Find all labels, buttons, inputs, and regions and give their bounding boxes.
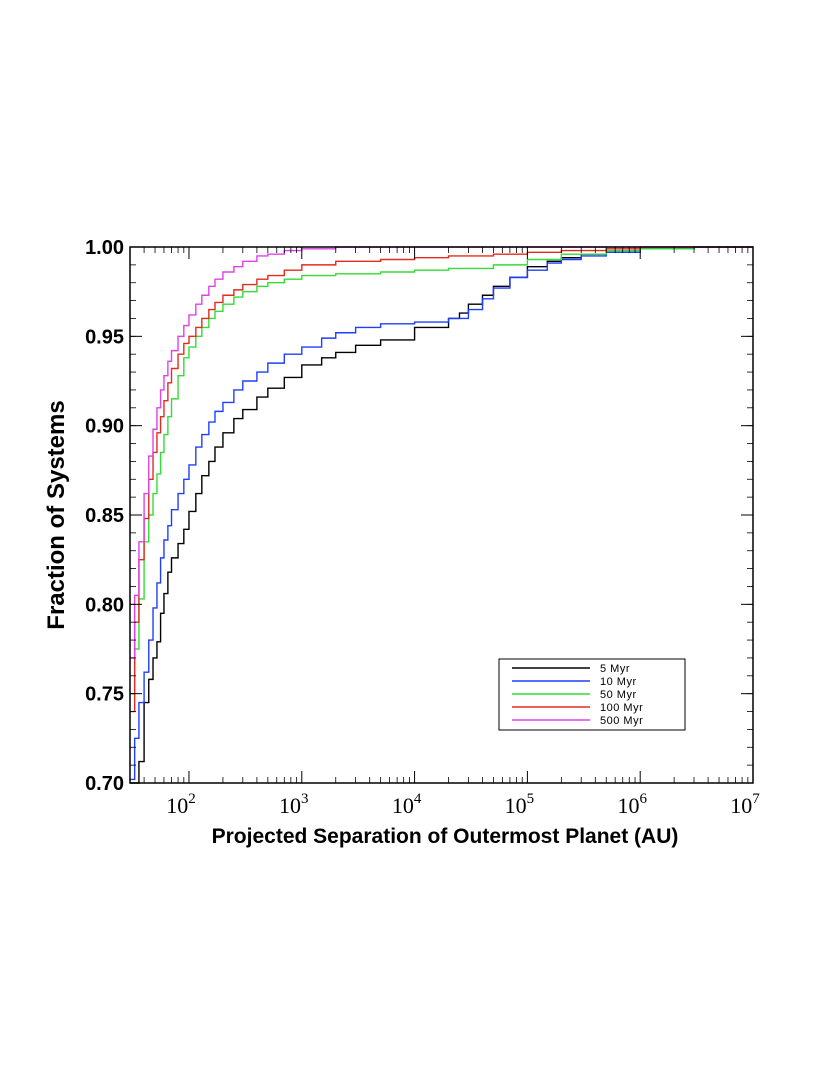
legend-label: 5 Myr [600, 663, 630, 675]
y-tick-label: 0.80 [85, 594, 124, 616]
series-line-100-myr [130, 246, 753, 713]
y-tick-label: 0.70 [85, 773, 124, 795]
legend-label: 10 Myr [600, 676, 637, 688]
x-tick-label: 106 [617, 791, 647, 818]
plot-area: 0.70 0.75 0.80 0.85 0.90 0.95 1.00 102 103 104 105… [85, 237, 760, 818]
tick-layer: 0.70 0.75 0.80 0.85 0.90 0.95 1.00 102 103 104 105… [85, 237, 760, 818]
y-tick-label: 0.95 [85, 326, 124, 348]
x-tick-label: 104 [392, 791, 422, 818]
legend-label: 500 Myr [600, 715, 643, 727]
series-layer [130, 246, 753, 784]
series-line-10-myr [130, 246, 753, 781]
x-tick-label: 102 [166, 791, 196, 818]
y-tick-label: 0.85 [85, 505, 124, 527]
y-tick-label: 0.90 [85, 416, 124, 438]
legend-label: 50 Myr [600, 689, 637, 701]
legend-label: 100 Myr [600, 702, 643, 714]
series-line-50-myr [130, 246, 753, 695]
x-axis-title: Projected Separation of Outermost Planet… [212, 825, 679, 848]
y-tick-label: 1.00 [85, 237, 124, 259]
y-axis-title: Fraction of Systems [43, 400, 70, 629]
x-tick-label: 107 [730, 791, 760, 818]
x-tick-label: 103 [279, 791, 309, 818]
y-tick-label: 0.75 [85, 684, 124, 706]
x-tick-label: 105 [505, 791, 535, 818]
